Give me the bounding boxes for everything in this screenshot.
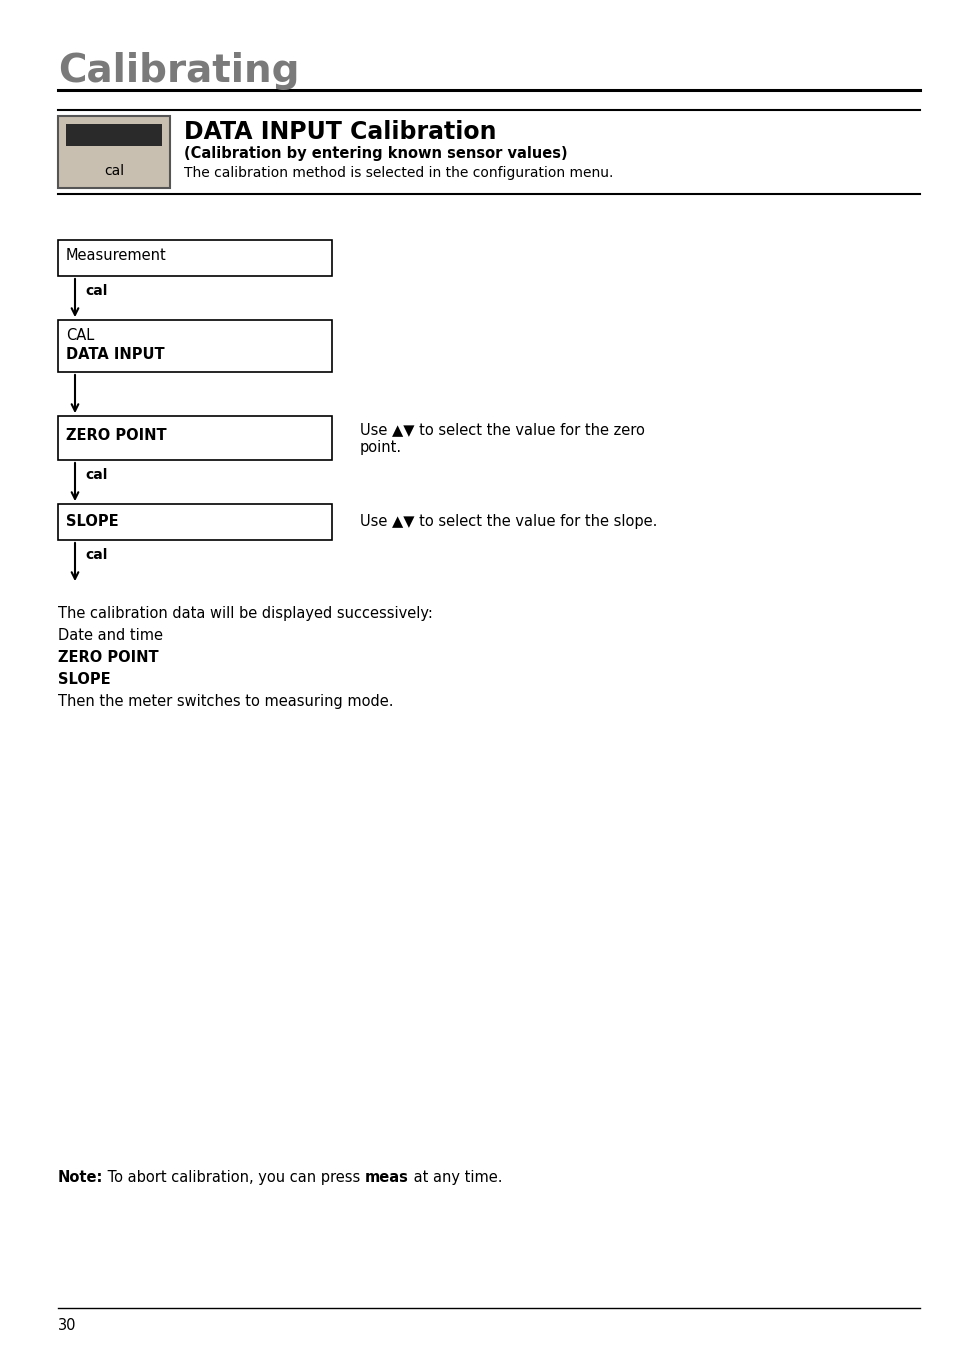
- Text: SLOPE: SLOPE: [66, 514, 118, 529]
- Text: at any time.: at any time.: [409, 1170, 502, 1185]
- Text: ZERO POINT: ZERO POINT: [58, 650, 158, 664]
- Bar: [58, 239, 332, 276]
- Text: 30: 30: [58, 1318, 76, 1333]
- Text: Measurement: Measurement: [66, 247, 167, 264]
- Text: (Calibration by entering known sensor values): (Calibration by entering known sensor va…: [184, 147, 567, 161]
- Text: cal: cal: [104, 164, 124, 178]
- Text: Use ▲▼ to select the value for the zero: Use ▲▼ to select the value for the zero: [359, 422, 644, 437]
- Text: CAL: CAL: [66, 328, 94, 343]
- Bar: [58, 320, 332, 373]
- Text: DATA INPUT: DATA INPUT: [66, 347, 165, 362]
- Text: SLOPE: SLOPE: [58, 672, 111, 687]
- Text: meas: meas: [365, 1170, 409, 1185]
- Text: The calibration method is selected in the configuration menu.: The calibration method is selected in th…: [184, 165, 613, 180]
- Text: Then the meter switches to measuring mode.: Then the meter switches to measuring mod…: [58, 694, 393, 709]
- Text: ZERO POINT: ZERO POINT: [66, 428, 167, 443]
- Text: To abort calibration, you can press: To abort calibration, you can press: [103, 1170, 365, 1185]
- Bar: [58, 116, 170, 188]
- Bar: [58, 416, 332, 460]
- Text: cal: cal: [85, 547, 108, 562]
- Text: cal: cal: [85, 284, 108, 299]
- Text: point.: point.: [359, 440, 402, 455]
- Text: Note:: Note:: [58, 1170, 103, 1185]
- Bar: [66, 124, 162, 147]
- Text: Use ▲▼ to select the value for the slope.: Use ▲▼ to select the value for the slope…: [359, 514, 657, 529]
- Text: Calibrating: Calibrating: [58, 52, 299, 90]
- Text: cal: cal: [85, 468, 108, 482]
- Text: DATA INPUT Calibration: DATA INPUT Calibration: [184, 120, 496, 144]
- Text: Date and time: Date and time: [58, 628, 163, 643]
- Text: The calibration data will be displayed successively:: The calibration data will be displayed s…: [58, 607, 433, 621]
- Bar: [58, 504, 332, 539]
